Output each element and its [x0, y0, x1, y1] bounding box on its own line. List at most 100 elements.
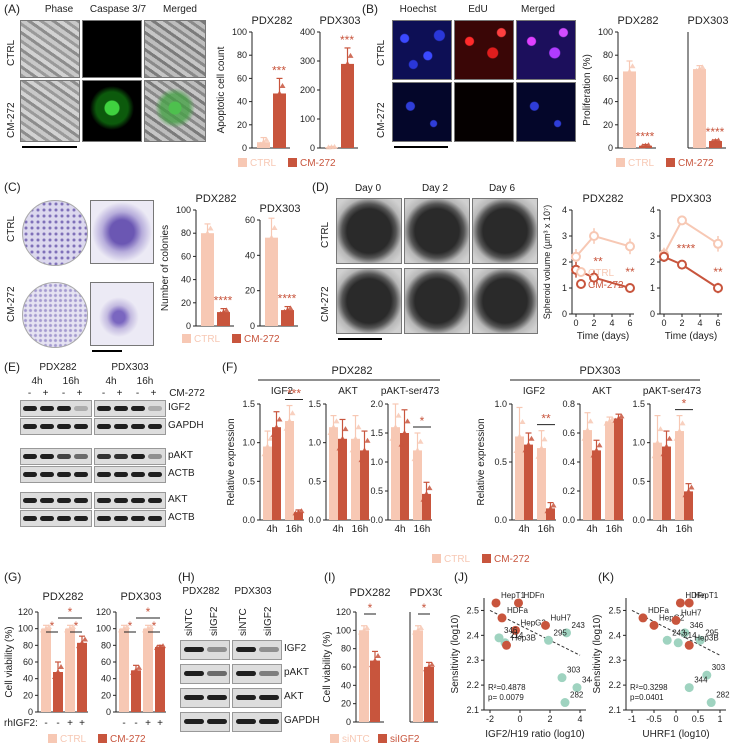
i-b1-point-2: [375, 653, 381, 658]
k-point-label-5: 346: [690, 621, 704, 630]
g1-rh-sign-3: +: [79, 718, 85, 729]
spheroid-ctrl-day6: [472, 198, 538, 264]
f3-ctrl-0-point-0: [513, 447, 520, 453]
b2-ctrl-point-2: [699, 64, 706, 70]
f5-x-label-0: 4h: [656, 524, 667, 535]
f5-cm-0-point-2: [666, 435, 673, 441]
blot-e-band: [40, 454, 54, 459]
k-ylabel: Sensitivity (log10): [592, 615, 603, 694]
blot-e-band: [114, 454, 128, 459]
f4-y-tick-label-1: 0.2: [562, 486, 575, 496]
c1-ctrl-point-0: [201, 234, 208, 240]
g2-sig-0: *: [128, 619, 133, 633]
a1-cm-point-1: [276, 90, 283, 96]
f3-title: IGF2: [523, 386, 546, 397]
b1-y-tick-label-0: 0: [608, 143, 613, 153]
f5-y-tick-label-0: 0.0: [632, 515, 645, 525]
d1-point-0-2: [625, 241, 635, 252]
k-point-4: [671, 615, 681, 625]
k-x-tick-label-1: -0.5: [646, 714, 662, 724]
f4-y-tick-label-3: 0.6: [562, 428, 575, 438]
h-lane-3: siIGF2: [263, 606, 274, 636]
blot-e-band: [23, 424, 37, 429]
f4-cm-0-point-2: [596, 442, 603, 448]
blot-e-label-1: GAPDH: [168, 420, 204, 431]
j-point-label-11: 344: [582, 676, 592, 685]
f2-cm-1-point-0: [420, 496, 427, 502]
blot-e-band: [148, 406, 162, 411]
spheroid-ctrl-day2: [404, 198, 470, 264]
c1-ctrl-point-2: [207, 225, 214, 231]
blot-h-band: [236, 671, 256, 676]
d-legend-marker-1: [576, 279, 586, 289]
g2-rh-sign-0: -: [122, 718, 125, 729]
colony-plate-ctrl: [22, 200, 88, 266]
f0-cm-0-point-2: [276, 416, 283, 422]
c2-y-tick-label-0: 0: [250, 321, 255, 331]
blot-e-band: [23, 406, 37, 411]
d1-title: PDX282: [583, 193, 624, 205]
blot-h-band: [259, 647, 279, 652]
d1-annot-1: **: [625, 265, 635, 279]
b1-cm-point-2: [645, 142, 652, 148]
i-b0-point-2: [364, 625, 370, 631]
i-b1-point-0: [369, 662, 375, 668]
col-merged: Merged: [163, 4, 197, 15]
f-group-title-0: PDX282: [332, 365, 373, 377]
blot-e-band: [57, 472, 71, 477]
blot-h-band: [236, 719, 256, 724]
f4-ctrl-0-point-1: [584, 427, 591, 433]
d2-x-tick-label-1: 2: [679, 318, 684, 328]
k-y-tick-label-3: 2.4: [608, 630, 621, 640]
i-ylabel: Cell viability (%): [322, 631, 333, 702]
f1-cm-1-point-2: [364, 437, 371, 443]
blot-e-band: [148, 454, 162, 459]
j-point-7: [502, 640, 511, 650]
blot-e-row-4-b: [94, 492, 166, 509]
a1-cm-point-0: [273, 98, 280, 104]
k-point-8: [673, 638, 683, 648]
d2-point-1-1: [677, 259, 687, 270]
g2-rh-sign-2: +: [145, 718, 151, 729]
f5-cm-1-point-2: [688, 484, 695, 490]
f1-ctrl-1-bar: [351, 438, 360, 520]
e-group-pdx282: PDX282: [39, 362, 77, 373]
i-b3-bar: [424, 667, 434, 722]
blot-e-band: [23, 498, 37, 503]
micrograph-caspase-cm: [82, 80, 142, 142]
blot-e-band: [57, 516, 71, 521]
h-lane-0: siNTC: [184, 608, 195, 636]
panel-i-label: (I): [324, 570, 336, 584]
j-ylabel: Sensitivity (log10): [450, 615, 461, 694]
d-legend-marker-0: [576, 267, 586, 277]
g1-b2-point-2: [70, 624, 76, 629]
k-point-label-9: Hep3B: [694, 633, 718, 642]
f-ylabel-1: Relative expression: [476, 418, 487, 505]
b2-sig: ****: [706, 125, 725, 139]
b1-ctrl-point-0: [623, 73, 630, 79]
j-y-tick-label-1: 2.2: [466, 680, 479, 690]
f2-cm-0-point-2: [404, 418, 411, 424]
e-time-4: 16h: [136, 376, 154, 387]
blot-e-band: [74, 498, 88, 503]
i-b2-point-1: [415, 627, 421, 633]
k-y-tick-label-1: 2.2: [608, 680, 621, 690]
f4-ctrl-1-bar: [605, 421, 614, 520]
f1-ctrl-0-point-1: [330, 424, 337, 430]
f5-cm-1-point-0: [682, 492, 689, 498]
d2-xlabel: Time (days): [665, 331, 717, 342]
f2-cm-1-point-1: [423, 490, 430, 496]
b1-ctrl-point-2: [629, 63, 636, 69]
d2-y-tick-label-3: 3: [650, 231, 655, 241]
f4-y-tick-label-4: 0.8: [562, 399, 575, 409]
c1-sig: ****: [214, 294, 233, 308]
micrograph-phase-ctrl: [20, 20, 80, 78]
chart-j: 2.1 2.2 2.3 2.4 2.5 -2 0 2 4 IGF2/H19 ratio (log1…: [450, 591, 592, 740]
f2-ctrl-0-point-0: [389, 435, 396, 441]
c2-ctrl-point-1: [268, 234, 275, 240]
f0-ctrl-1-point-2: [289, 410, 296, 416]
micrograph-hoechst-cm: [392, 82, 452, 142]
g-rh-label: rhIGF2:: [4, 718, 38, 729]
f3-cm-1-point-0: [544, 508, 551, 514]
d2-x-tick-label-0: 0: [661, 318, 666, 328]
